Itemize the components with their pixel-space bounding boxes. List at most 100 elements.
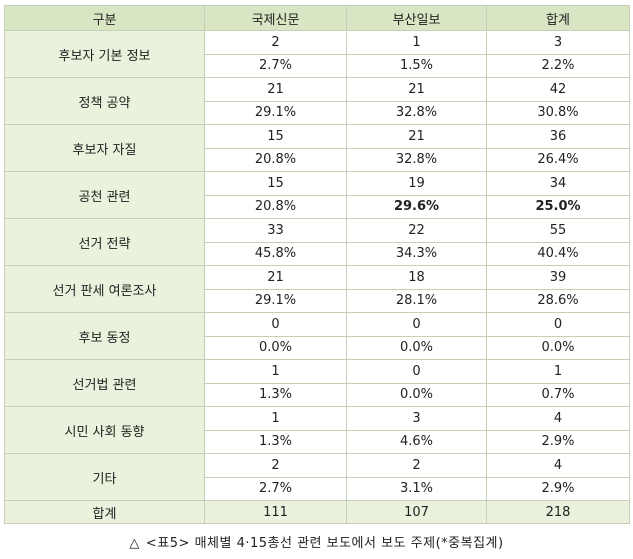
count-cell: 21	[204, 265, 347, 290]
count-cell: 1	[486, 359, 630, 384]
count-cell: 15	[204, 124, 347, 149]
percent-cell: 2.7%	[204, 476, 347, 501]
row-category: 선거 판세 여론조사	[4, 265, 205, 313]
table-row: 후보자 자질 15 21 36	[4, 124, 630, 172]
total-cell: 111	[204, 500, 347, 524]
percent-cell: 0.7%	[486, 382, 630, 407]
count-cell: 42	[486, 77, 630, 102]
row-category: 선거법 관련	[4, 359, 205, 407]
percent-cell: 2.9%	[486, 429, 630, 454]
row-category: 정책 공약	[4, 77, 205, 125]
percent-cell: 30.8%	[486, 100, 630, 125]
percent-cell: 0.0%	[346, 382, 487, 407]
table-row: 공천 관련 15 19 34	[4, 171, 630, 219]
count-cell: 22	[346, 218, 487, 243]
table-row: 선거 판세 여론조사 21 18 39	[4, 265, 630, 313]
percent-cell: 29.1%	[204, 100, 347, 125]
percent-cell: 32.8%	[346, 100, 487, 125]
table-row: 1.3% 4.6% 2.9%	[5, 429, 630, 454]
percent-cell: 4.6%	[346, 429, 487, 454]
total-cell: 107	[346, 500, 487, 524]
percent-cell: 1.3%	[204, 382, 347, 407]
table-row: 20.8% 29.6% 25.0%	[5, 194, 630, 219]
count-cell: 1	[346, 30, 487, 55]
percent-cell: 40.4%	[486, 241, 630, 266]
header-busan: 부산일보	[346, 5, 487, 31]
percent-cell: 3.1%	[346, 476, 487, 501]
count-cell: 2	[204, 453, 347, 478]
count-cell: 0	[346, 312, 487, 337]
count-cell: 2	[204, 30, 347, 55]
table-row: 선거법 관련 1 0 1	[4, 359, 630, 407]
header-kookje: 국제신문	[204, 5, 347, 31]
row-category: 기타	[4, 453, 205, 501]
percent-cell: 25.0%	[486, 194, 630, 219]
count-cell: 21	[346, 77, 487, 102]
table-row: 후보자 기본 정보 2 1 3	[4, 30, 630, 78]
percent-cell: 1.3%	[204, 429, 347, 454]
table-row: 29.1% 28.1% 28.6%	[5, 288, 630, 313]
count-cell: 3	[486, 30, 630, 55]
percent-cell: 26.4%	[486, 147, 630, 172]
percent-cell: 0.0%	[204, 335, 347, 360]
count-cell: 1	[204, 359, 347, 384]
count-cell: 3	[346, 406, 487, 431]
count-cell: 21	[204, 77, 347, 102]
count-cell: 15	[204, 171, 347, 196]
count-cell: 36	[486, 124, 630, 149]
header-total: 합계	[486, 5, 630, 31]
count-cell: 33	[204, 218, 347, 243]
count-cell: 34	[486, 171, 630, 196]
count-cell: 0	[204, 312, 347, 337]
caption-text: <표5> 매체별 4·15총선 관련 보도에서 보도 주제(*중복집계)	[145, 536, 504, 551]
table-row: 20.8% 32.8% 26.4%	[5, 147, 630, 172]
total-label: 합계	[4, 500, 205, 524]
count-cell: 55	[486, 218, 630, 243]
count-cell: 21	[346, 124, 487, 149]
percent-cell: 20.8%	[204, 147, 347, 172]
row-category: 후보 동정	[4, 312, 205, 360]
count-cell: 19	[346, 171, 487, 196]
percent-cell: 29.1%	[204, 288, 347, 313]
table-row: 정책 공약 21 21 42	[4, 77, 630, 125]
row-category: 시민 사회 동향	[4, 406, 205, 454]
percent-cell: 1.5%	[346, 53, 487, 78]
data-table: 구분 국제신문 부산일보 합계 후보자 기본 정보 2 1 3 2.7% 1.5% 2.2%…	[4, 5, 630, 524]
header-category: 구분	[4, 5, 205, 31]
table-row: 후보 동정 0 0 0	[4, 312, 630, 360]
table-row: 45.8% 34.3% 40.4%	[5, 241, 630, 266]
triangle-icon: △	[129, 536, 140, 551]
table-row: 29.1% 32.8% 30.8%	[5, 100, 630, 125]
percent-cell: 0.0%	[486, 335, 630, 360]
total-cell: 218	[486, 500, 630, 524]
percent-cell: 45.8%	[204, 241, 347, 266]
percent-cell: 32.8%	[346, 147, 487, 172]
percent-cell: 0.0%	[346, 335, 487, 360]
count-cell: 4	[486, 453, 630, 478]
percent-cell: 2.7%	[204, 53, 347, 78]
count-cell: 0	[346, 359, 487, 384]
table-row: 기타 2 2 4	[4, 453, 630, 501]
count-cell: 0	[486, 312, 630, 337]
row-category: 후보자 기본 정보	[4, 30, 205, 78]
percent-cell: 34.3%	[346, 241, 487, 266]
table-row: 시민 사회 동향 1 3 4	[4, 406, 630, 454]
percent-cell: 28.6%	[486, 288, 630, 313]
table-row: 2.7% 3.1% 2.9%	[5, 476, 630, 501]
total-row: 합계 111 107 218	[4, 500, 630, 524]
percent-cell: 29.6%	[346, 194, 487, 219]
table-row: 선거 전략 33 22 55	[4, 218, 630, 266]
table-row: 1.3% 0.0% 0.7%	[5, 382, 630, 407]
percent-cell: 2.9%	[486, 476, 630, 501]
percent-cell: 20.8%	[204, 194, 347, 219]
count-cell: 39	[486, 265, 630, 290]
row-category: 선거 전략	[4, 218, 205, 266]
count-cell: 4	[486, 406, 630, 431]
count-cell: 2	[346, 453, 487, 478]
table-row: 2.7% 1.5% 2.2%	[5, 53, 630, 78]
count-cell: 1	[204, 406, 347, 431]
percent-cell: 2.2%	[486, 53, 630, 78]
percent-cell: 28.1%	[346, 288, 487, 313]
table-container: 구분 국제신문 부산일보 합계 후보자 기본 정보 2 1 3 2.7% 1.5% 2.2%…	[4, 5, 630, 524]
header-row: 구분 국제신문 부산일보 합계	[4, 5, 630, 31]
